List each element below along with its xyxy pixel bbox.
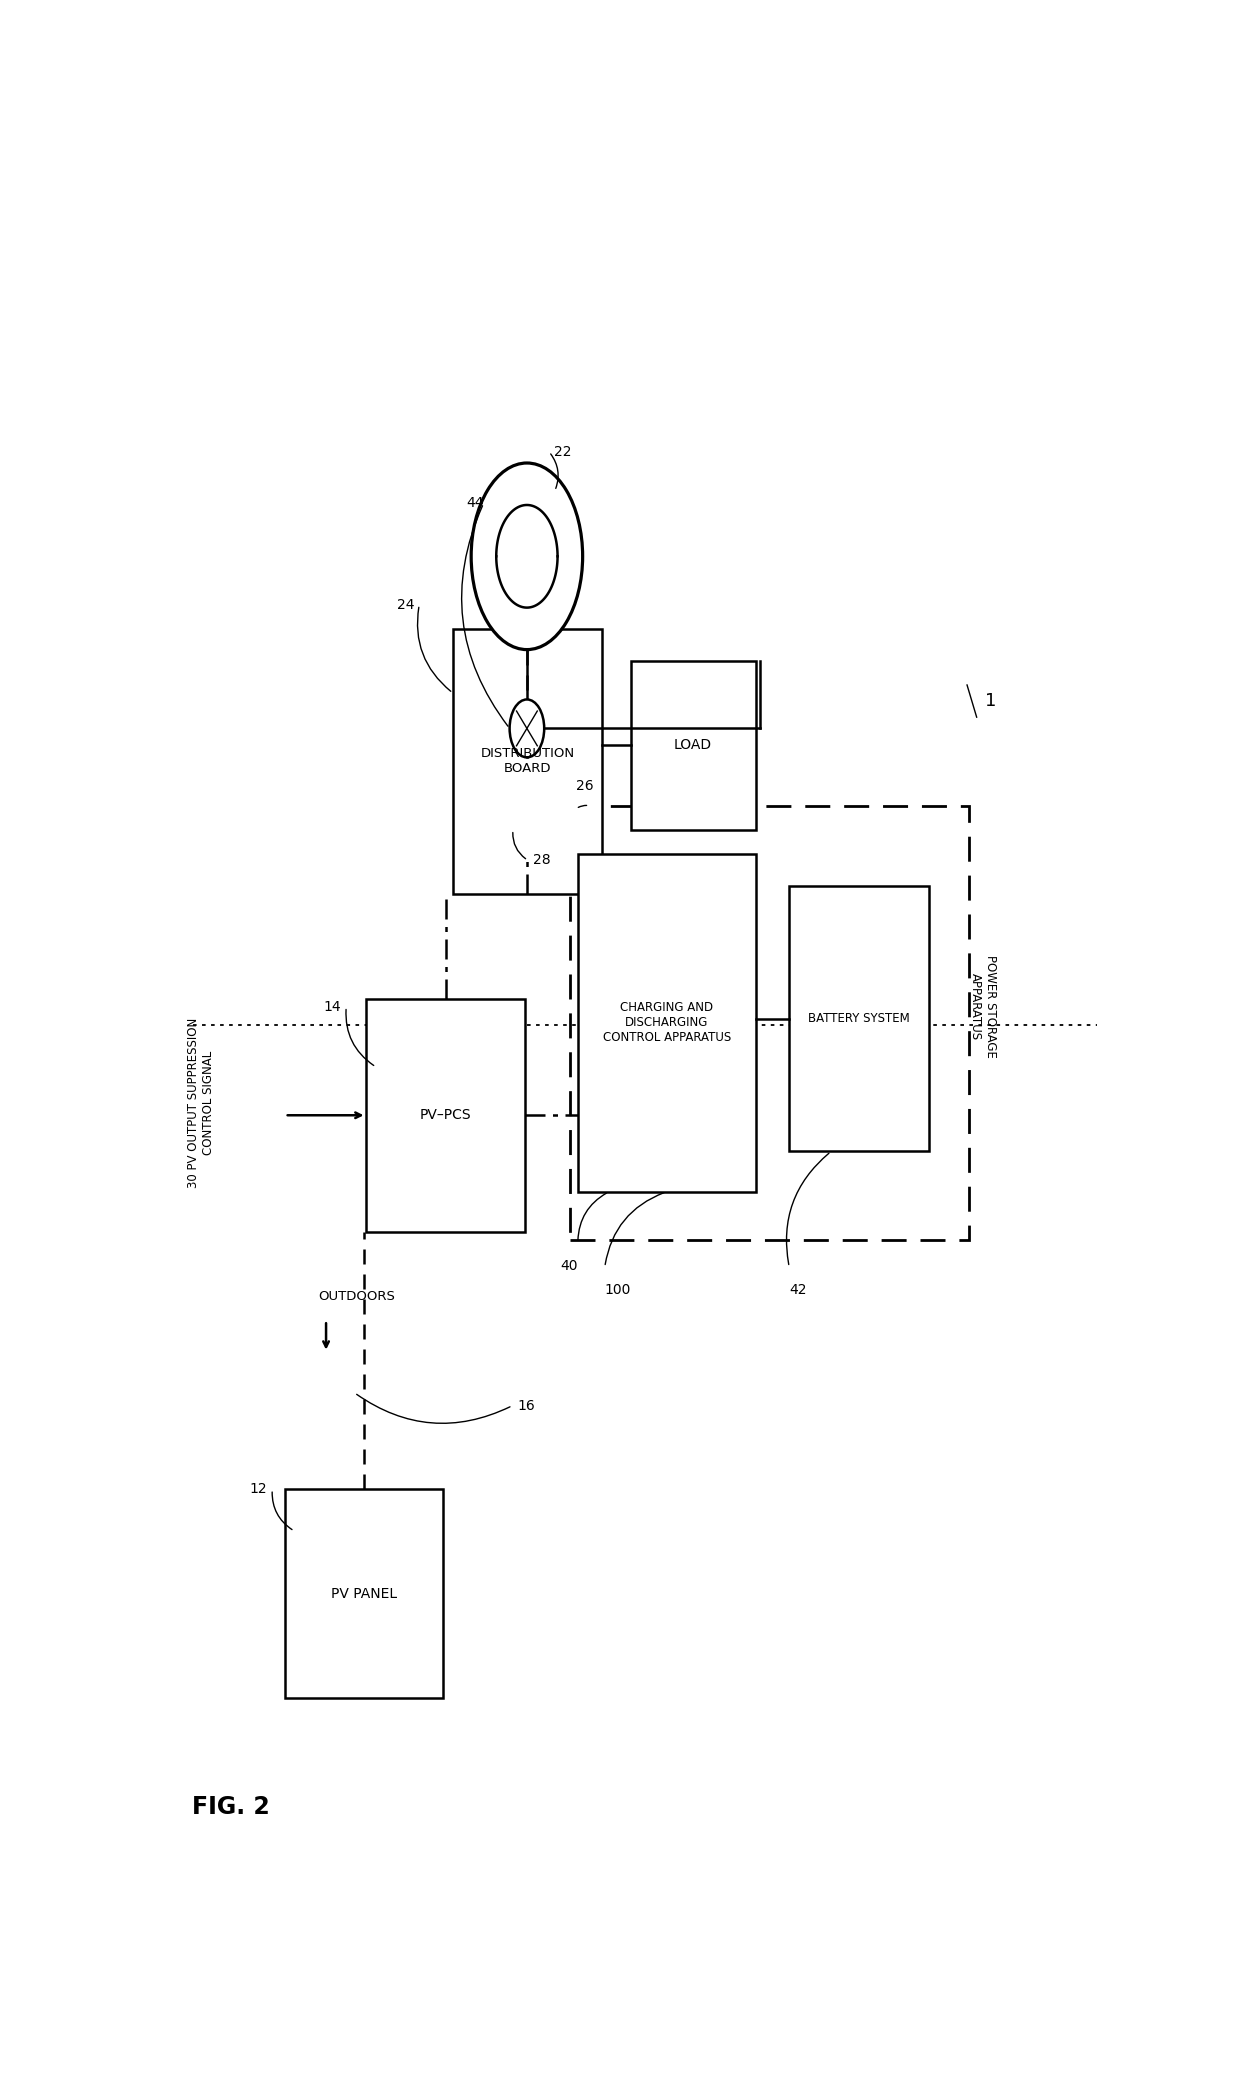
Text: 100: 100 (605, 1283, 631, 1297)
Text: DISTRIBUTION
BOARD: DISTRIBUTION BOARD (480, 748, 574, 775)
Text: 26: 26 (575, 779, 594, 792)
Text: PV–PCS: PV–PCS (420, 1109, 471, 1122)
Text: 28: 28 (533, 852, 551, 867)
Text: 42: 42 (789, 1283, 807, 1297)
Bar (453, 629, 601, 894)
Text: 40: 40 (560, 1260, 578, 1272)
Text: 30 PV OUTPUT SUPPRESSION
CONTROL SIGNAL: 30 PV OUTPUT SUPPRESSION CONTROL SIGNAL (187, 1017, 215, 1189)
Bar (578, 854, 755, 1191)
Text: 24: 24 (397, 597, 414, 612)
Circle shape (471, 464, 583, 650)
Text: 14: 14 (324, 1001, 341, 1013)
Bar (789, 886, 929, 1151)
Text: PV PANEL: PV PANEL (331, 1588, 397, 1600)
Text: BATTERY SYSTEM: BATTERY SYSTEM (808, 1013, 910, 1026)
Text: 12: 12 (249, 1483, 268, 1496)
Text: FIG. 2: FIG. 2 (191, 1794, 269, 1820)
Text: 22: 22 (554, 445, 572, 460)
Text: 1: 1 (986, 691, 997, 710)
Text: POWER STORAGE
APPARATUS: POWER STORAGE APPARATUS (970, 955, 997, 1059)
Text: CHARGING AND
DISCHARGING
CONTROL APPARATUS: CHARGING AND DISCHARGING CONTROL APPARAT… (603, 1001, 730, 1044)
Bar (285, 1489, 444, 1698)
Bar (367, 999, 525, 1233)
Text: 16: 16 (517, 1400, 534, 1412)
Bar (631, 660, 755, 829)
Circle shape (510, 700, 544, 758)
Text: OUTDOORS: OUTDOORS (319, 1289, 396, 1304)
Text: LOAD: LOAD (675, 737, 712, 752)
Text: 44: 44 (466, 497, 484, 510)
Bar (570, 806, 968, 1241)
